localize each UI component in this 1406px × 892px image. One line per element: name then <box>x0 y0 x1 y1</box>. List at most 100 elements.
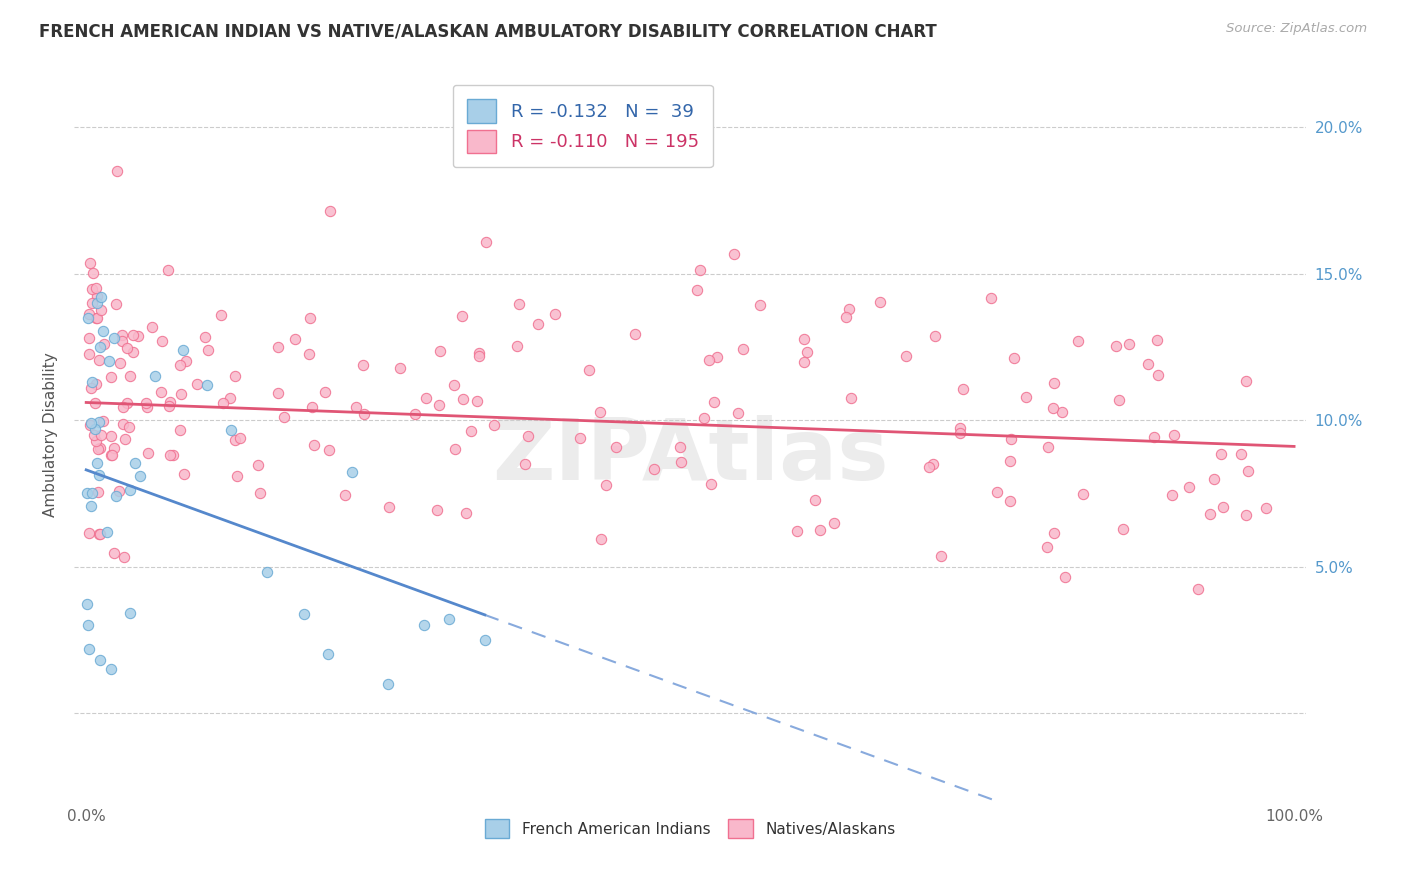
Point <box>1211 447 1233 461</box>
Point <box>150 385 173 400</box>
Point <box>468 349 491 363</box>
Point <box>114 432 136 446</box>
Point <box>100 449 122 463</box>
Point <box>90 427 112 442</box>
Point <box>249 486 271 500</box>
Point <box>224 368 246 383</box>
Point <box>104 297 127 311</box>
Point <box>686 283 709 297</box>
Point <box>162 448 184 462</box>
Point <box>505 339 527 353</box>
Point <box>87 442 110 456</box>
Point <box>1204 472 1226 486</box>
Point <box>143 369 166 384</box>
Point <box>838 302 860 317</box>
Point <box>84 434 107 449</box>
Point <box>869 295 891 310</box>
Point <box>84 376 107 391</box>
Point <box>87 527 110 541</box>
Point <box>136 446 159 460</box>
Point <box>302 438 325 452</box>
Point <box>474 632 496 647</box>
Point <box>76 617 98 632</box>
Point <box>118 419 141 434</box>
Point <box>77 331 100 345</box>
Point <box>219 423 242 437</box>
Point <box>475 235 498 249</box>
Point <box>76 597 98 611</box>
Point <box>595 478 617 492</box>
Point <box>103 546 125 560</box>
Point <box>1237 464 1260 478</box>
Point <box>124 456 146 470</box>
Point <box>89 527 111 541</box>
Point <box>91 324 114 338</box>
Point <box>319 204 342 219</box>
Point <box>589 405 612 419</box>
Point <box>86 296 108 310</box>
Point <box>77 307 100 321</box>
Point <box>924 329 946 343</box>
Point <box>111 334 134 349</box>
Point <box>340 465 363 479</box>
Point <box>297 347 319 361</box>
Point <box>1043 376 1066 391</box>
Point <box>284 331 307 345</box>
Point <box>689 263 711 277</box>
Point <box>1178 480 1201 494</box>
Point <box>1146 333 1168 347</box>
Point <box>89 340 111 354</box>
Point <box>1161 488 1184 502</box>
Point <box>527 317 550 331</box>
Point <box>1199 507 1222 521</box>
Point <box>1042 401 1064 415</box>
Point <box>671 455 693 469</box>
Point <box>89 353 111 368</box>
Point <box>82 266 104 280</box>
Point <box>1136 357 1159 371</box>
Point <box>835 310 858 324</box>
Point <box>1052 405 1074 419</box>
Point <box>808 523 831 537</box>
Point <box>413 618 436 632</box>
Point <box>195 378 218 392</box>
Point <box>482 418 505 433</box>
Point <box>986 485 1008 500</box>
Point <box>314 385 336 400</box>
Point <box>229 431 252 445</box>
Point <box>77 347 100 361</box>
Point <box>318 443 340 458</box>
Point <box>980 291 1002 305</box>
Point <box>426 503 449 517</box>
Point <box>118 607 141 621</box>
Legend: French American Indians, Natives/Alaskans: French American Indians, Natives/Alaskan… <box>479 813 901 845</box>
Point <box>173 467 195 482</box>
Point <box>731 342 754 356</box>
Point <box>1035 541 1057 555</box>
Point <box>543 307 565 321</box>
Point <box>699 353 721 368</box>
Point <box>427 398 450 412</box>
Point <box>1234 374 1257 388</box>
Point <box>77 526 100 541</box>
Point <box>105 164 128 178</box>
Point <box>823 516 845 530</box>
Point <box>1112 522 1135 536</box>
Point <box>112 549 135 564</box>
Point <box>1054 570 1077 584</box>
Point <box>273 410 295 425</box>
Text: ZIPAtlas: ZIPAtlas <box>492 415 889 498</box>
Point <box>79 417 101 432</box>
Point <box>1042 525 1064 540</box>
Point <box>135 396 157 410</box>
Point <box>429 343 451 358</box>
Point <box>508 297 530 311</box>
Point <box>100 428 122 442</box>
Point <box>451 392 474 407</box>
Point <box>1038 440 1060 454</box>
Point <box>197 343 219 357</box>
Point <box>89 441 111 455</box>
Point <box>643 462 665 476</box>
Point <box>111 327 134 342</box>
Point <box>79 381 101 395</box>
